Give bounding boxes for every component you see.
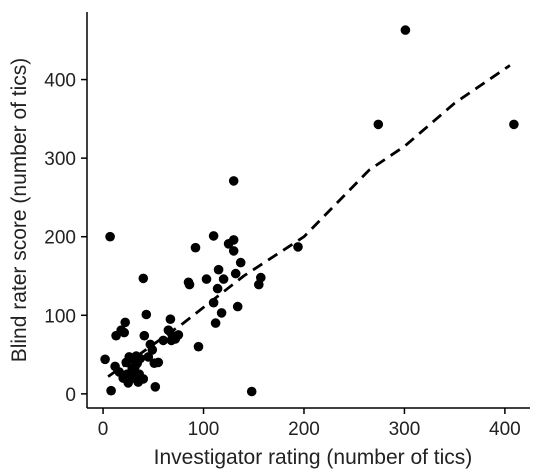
y-axis-title: Blind rater score (number of tics) [8,58,31,363]
data-point [173,330,184,340]
data-point [208,297,219,308]
x-tick-label: 0 [98,419,109,440]
data-point [120,317,130,328]
data-point [232,301,243,312]
data-point [138,374,149,384]
data-point [150,382,161,392]
data-point [230,268,241,279]
data-point [153,357,164,368]
data-point [141,309,152,320]
data-point [293,242,303,252]
y-tick-label: 0 [65,385,76,406]
x-axis-title: Investigator rating (number of tics) [154,446,473,469]
data-point [400,25,411,35]
x-axis-ticks: 0 100 200 300 400 [98,408,521,440]
data-point [218,274,229,284]
data-point [208,231,219,241]
data-point [106,385,116,396]
x-tick-label: 100 [188,419,220,440]
data-point [235,257,246,268]
data-point [246,386,257,397]
data-point [147,345,158,355]
data-point [165,314,176,325]
data-point [184,279,195,290]
data-point [158,335,169,346]
data-point [210,318,221,328]
x-tick-label: 300 [389,419,421,440]
data-point [213,264,224,275]
y-axis-ticks: 0 100 200 300 400 [44,71,87,406]
data-point [373,119,384,130]
data-point [212,283,223,294]
data-point [190,242,201,253]
data-point [509,119,519,130]
y-tick-label: 400 [44,71,76,92]
data-point [135,353,145,364]
data-point [138,273,149,284]
data-point [216,308,227,318]
data-point [228,246,239,256]
data-point [228,235,239,245]
data-point [105,231,115,242]
data-point [201,274,212,284]
y-tick-label: 100 [44,306,76,327]
data-points [100,25,519,397]
data-point [228,176,239,186]
y-tick-label: 300 [44,149,76,170]
data-point [119,327,129,338]
data-point [139,330,150,341]
data-point [143,352,154,362]
y-tick-label: 200 [44,228,76,249]
data-point [193,341,204,352]
data-point [255,272,266,283]
data-point [100,354,110,365]
x-tick-label: 400 [489,419,521,440]
x-tick-label: 200 [288,419,320,440]
